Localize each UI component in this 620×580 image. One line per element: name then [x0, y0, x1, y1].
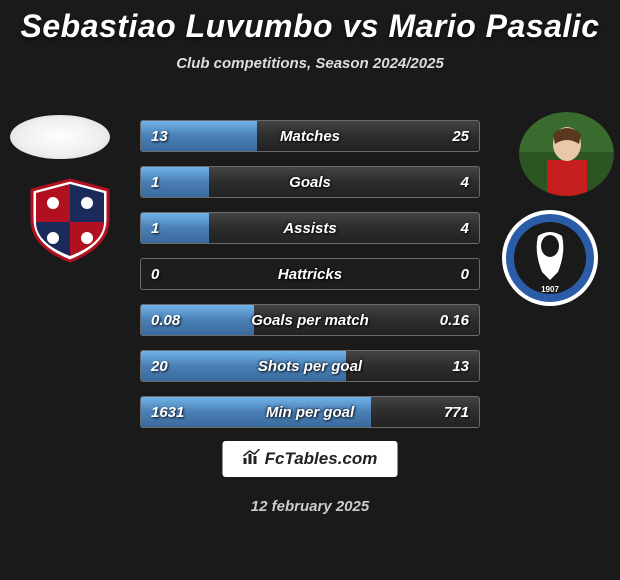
svg-text:1907: 1907	[541, 285, 559, 294]
stat-value-right: 771	[444, 397, 469, 427]
comparison-date: 12 february 2025	[0, 498, 620, 515]
fctables-label: FcTables.com	[265, 449, 378, 469]
stat-label: Matches	[141, 121, 479, 151]
stat-value-right: 0	[461, 259, 469, 289]
player1-avatar	[10, 115, 110, 159]
stats-container: 13Matches251Goals41Assists40Hattricks00.…	[140, 120, 480, 442]
stat-row: 1631Min per goal771	[140, 396, 480, 428]
fctables-watermark: FcTables.com	[223, 441, 398, 477]
player2-avatar	[519, 112, 614, 196]
stat-label: Goals per match	[141, 305, 479, 335]
stat-label: Shots per goal	[141, 351, 479, 381]
stat-row: 13Matches25	[140, 120, 480, 152]
stat-row: 20Shots per goal13	[140, 350, 480, 382]
stat-label: Assists	[141, 213, 479, 243]
stat-value-right: 4	[461, 213, 469, 243]
stat-row: 1Goals4	[140, 166, 480, 198]
player2-club-badge: 1907	[500, 208, 600, 308]
stat-value-right: 25	[452, 121, 469, 151]
stat-value-right: 4	[461, 167, 469, 197]
stat-row: 0.08Goals per match0.16	[140, 304, 480, 336]
stat-label: Min per goal	[141, 397, 479, 427]
stat-label: Hattricks	[141, 259, 479, 289]
comparison-title: Sebastiao Luvumbo vs Mario Pasalic	[0, 0, 620, 45]
stat-row: 0Hattricks0	[140, 258, 480, 290]
player1-club-badge	[20, 178, 120, 263]
stat-label: Goals	[141, 167, 479, 197]
chart-icon	[243, 449, 261, 470]
stat-row: 1Assists4	[140, 212, 480, 244]
stat-value-right: 0.16	[440, 305, 469, 335]
season-subtitle: Club competitions, Season 2024/2025	[0, 55, 620, 72]
stat-value-right: 13	[452, 351, 469, 381]
